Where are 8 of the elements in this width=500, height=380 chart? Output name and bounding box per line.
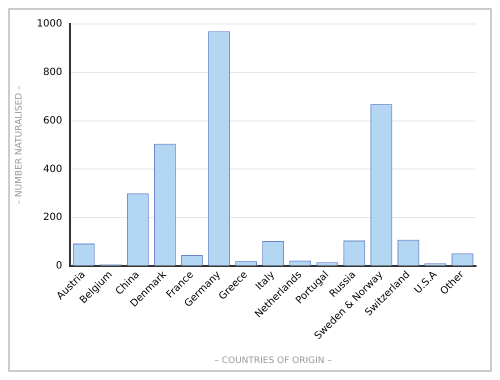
y-tick-label: 600 [43,115,62,126]
x-axis-title: – COUNTRIES OF ORIGIN – [214,356,332,366]
y-tick-label: 400 [43,164,62,175]
y-tick-label: 200 [43,212,62,224]
y-tick-label: 1000 [36,18,62,30]
y-tick-label: 0 [56,260,62,272]
y-tick-label: 800 [43,66,62,78]
y-axis-title: – NUMBER NATURALISED – [14,84,25,205]
